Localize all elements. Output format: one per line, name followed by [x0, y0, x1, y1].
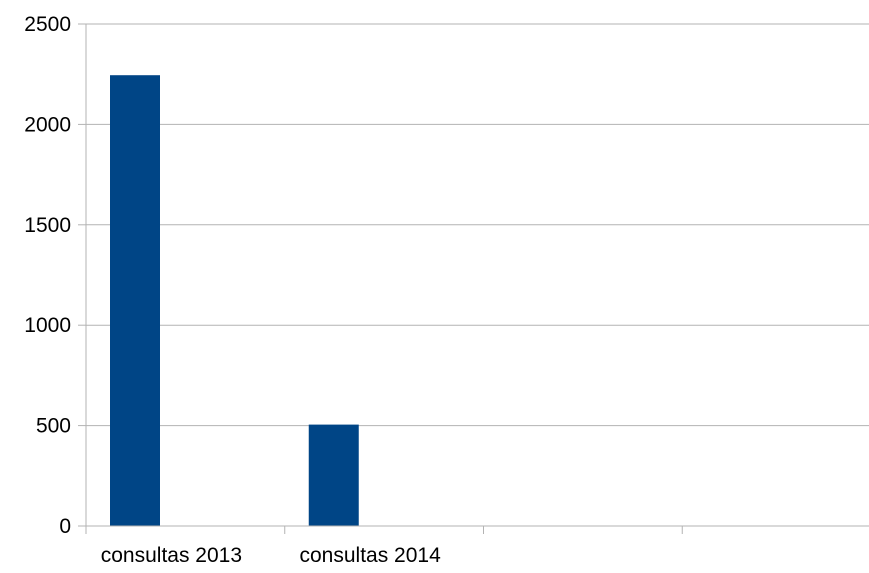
y-tick-label: 1500 [24, 214, 71, 237]
y-tick-label: 2000 [24, 113, 71, 136]
y-tick-labels: 0 500 1000 1500 2000 2500 [24, 13, 71, 538]
bars [110, 75, 359, 526]
gridlines [86, 23, 869, 427]
y-tick-label: 2500 [24, 13, 71, 36]
x-tick-label: consultas 2013 [101, 544, 242, 567]
x-tick-label: consultas 2014 [299, 544, 441, 567]
y-tick-label: 1000 [24, 314, 71, 337]
axes [78, 23, 869, 534]
bar [308, 424, 359, 526]
y-tick-label: 500 [36, 415, 71, 438]
y-tick-label: 0 [59, 515, 71, 538]
bar [110, 75, 160, 526]
x-tick-labels: consultas 2013 consultas 2014 [101, 544, 441, 567]
